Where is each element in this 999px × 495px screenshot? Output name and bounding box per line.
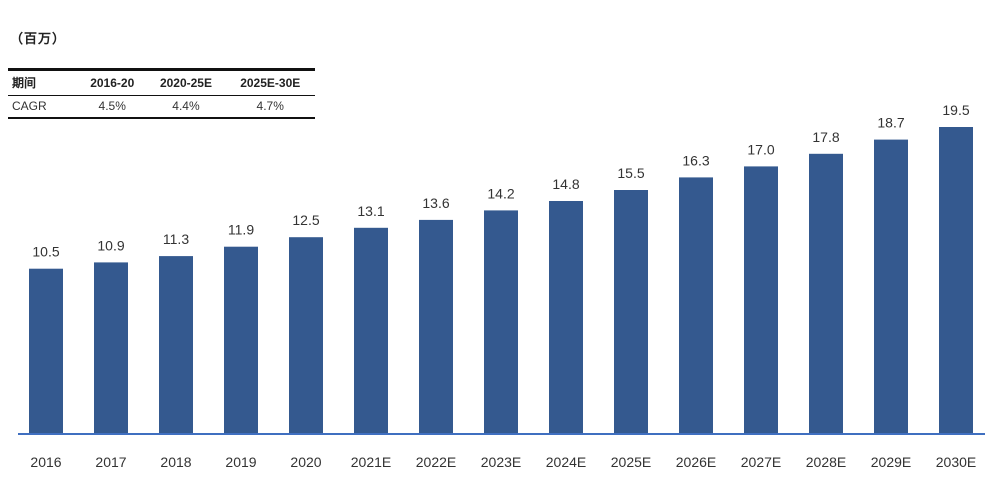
- x-tick-label-2020: 2020: [290, 454, 321, 470]
- cagr-header-2016-20: 2016-20: [78, 68, 147, 96]
- x-tick-label-2019: 2019: [225, 454, 256, 470]
- value-label-2028e: 17.8: [812, 129, 839, 145]
- value-labels-group: 10.5 10.9 11.3 11.9 12.5 13.1 13.6 14.2 14.8 15.5…: [32, 102, 969, 260]
- x-tick-label-2018: 2018: [160, 454, 191, 470]
- value-label-2025e: 15.5: [617, 165, 644, 181]
- value-label-2016: 10.5: [32, 244, 59, 260]
- x-tick-label-2027e: 2027E: [741, 454, 781, 470]
- cagr-header-2025e-30e: 2025E-30E: [225, 68, 315, 96]
- value-label-2017: 10.9: [97, 237, 124, 253]
- value-label-2023e: 14.2: [487, 185, 514, 201]
- x-tick-label-2017: 2017: [95, 454, 126, 470]
- cagr-value-2020-25e: 4.4%: [146, 95, 226, 119]
- value-label-2022e: 13.6: [422, 195, 449, 211]
- x-tick-label-2029e: 2029E: [871, 454, 911, 470]
- x-tick-label-2021e: 2021E: [351, 454, 391, 470]
- cagr-row-label: CAGR: [8, 95, 78, 119]
- unit-label: （百万）: [10, 31, 67, 46]
- bar-2019: [224, 246, 258, 434]
- x-tick-label-2023e: 2023E: [481, 454, 521, 470]
- cagr-value-row: CAGR 4.5% 4.4% 4.7%: [8, 95, 315, 119]
- x-tick-label-2028e: 2028E: [806, 454, 846, 470]
- x-tick-label-2026e: 2026E: [676, 454, 716, 470]
- value-label-2027e: 17.0: [747, 141, 774, 157]
- cagr-table: 期间 2016-20 2020-25E 2025E-30E CAGR 4.5% …: [8, 68, 315, 119]
- x-tick-label-2022e: 2022E: [416, 454, 456, 470]
- bar-2022e: [419, 219, 453, 434]
- bar-2025e: [614, 190, 648, 434]
- cagr-value-2025e-30e: 4.7%: [225, 95, 315, 119]
- bar-2016: [29, 268, 63, 434]
- value-label-2020: 12.5: [292, 212, 319, 228]
- x-tick-label-2024e: 2024E: [546, 454, 586, 470]
- cagr-header-2020-25e: 2020-25E: [146, 68, 226, 96]
- bar-2024e: [549, 201, 583, 434]
- cagr-header-row: 期间 2016-20 2020-25E 2025E-30E: [8, 68, 315, 96]
- x-tick-label-2025e: 2025E: [611, 454, 651, 470]
- bar-2027e: [744, 166, 778, 434]
- cagr-header-period: 期间: [8, 68, 78, 96]
- bar-2028e: [809, 153, 843, 435]
- value-label-2018: 11.3: [163, 231, 189, 247]
- bar-2023e: [484, 210, 518, 434]
- x-tick-labels-group: 2016 2017 2018 2019 2020 2021E 2022E 2023E 2024E…: [30, 454, 976, 470]
- value-label-2026e: 16.3: [682, 152, 709, 168]
- bars-group: [29, 127, 973, 435]
- value-label-2019: 11.9: [228, 222, 254, 238]
- bar-2021e: [354, 227, 388, 434]
- cagr-value-2016-20: 4.5%: [78, 95, 147, 119]
- x-tick-label-2030e: 2030E: [936, 454, 976, 470]
- bar-2017: [94, 262, 128, 434]
- value-label-2029e: 18.7: [877, 115, 904, 131]
- value-label-2030e: 19.5: [942, 102, 969, 118]
- x-tick-label-2016: 2016: [30, 454, 61, 470]
- bar-2018: [159, 256, 193, 434]
- bar-2029e: [874, 139, 908, 434]
- value-label-2024e: 14.8: [552, 176, 579, 192]
- value-label-2021e: 13.1: [357, 203, 384, 219]
- bar-2030e: [939, 127, 973, 434]
- bar-2020: [289, 237, 323, 434]
- bar-2026e: [679, 177, 713, 434]
